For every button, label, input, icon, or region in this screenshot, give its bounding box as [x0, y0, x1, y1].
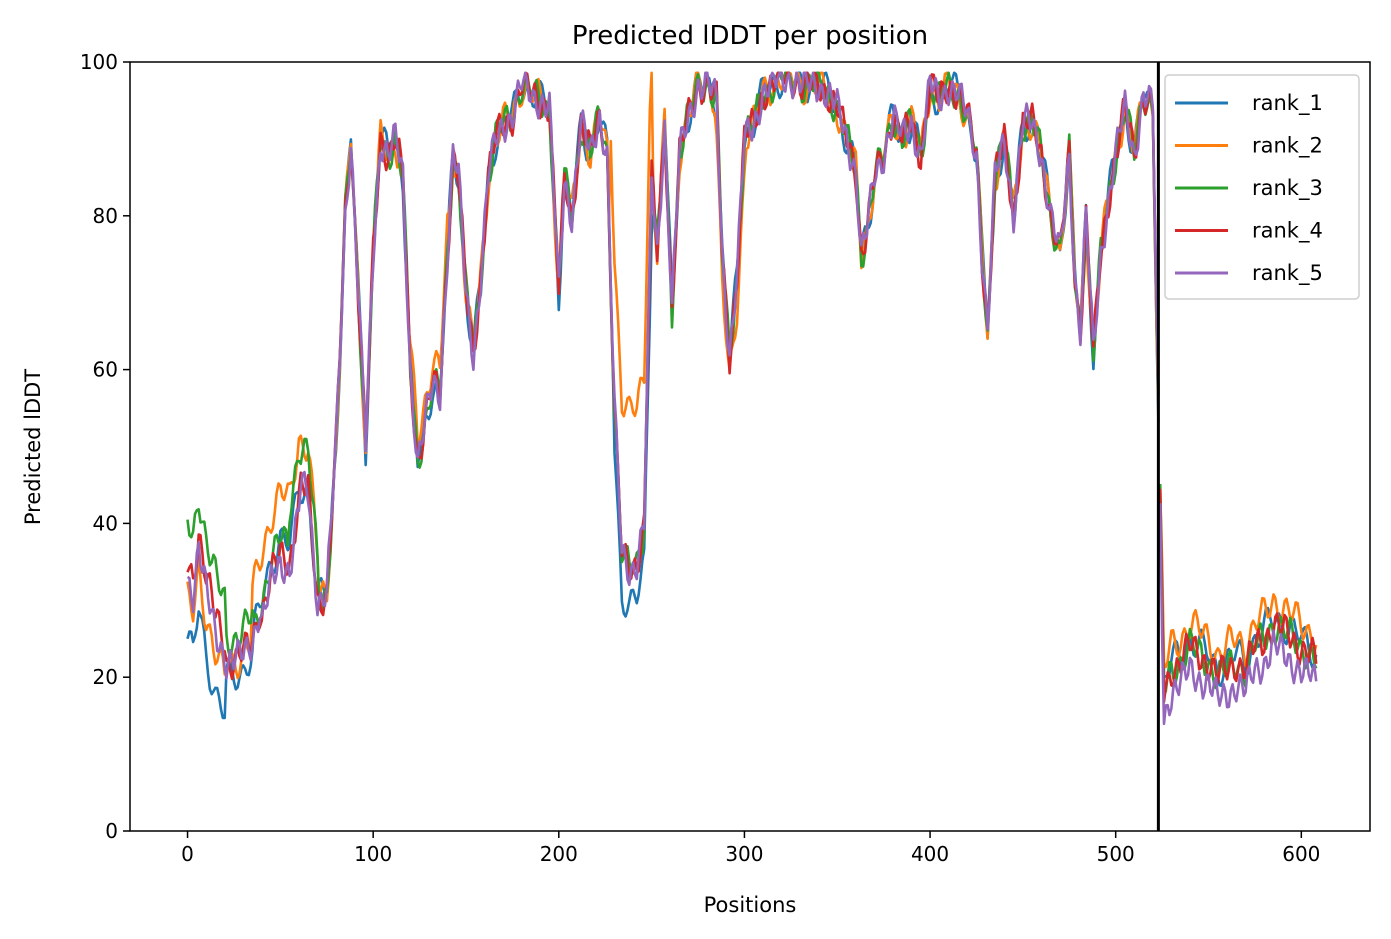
legend-label: rank_5 — [1252, 261, 1323, 286]
y-tick-label: 40 — [93, 511, 118, 535]
legend-label: rank_4 — [1252, 219, 1323, 244]
y-tick-label: 60 — [93, 358, 118, 382]
x-tick-label: 500 — [1097, 842, 1135, 866]
legend-label: rank_3 — [1252, 176, 1323, 201]
y-tick-label: 0 — [105, 819, 118, 843]
legend-label: rank_2 — [1252, 134, 1323, 159]
x-tick-label: 600 — [1282, 842, 1320, 866]
plot-frame — [129, 61, 1371, 832]
x-tick-label: 300 — [725, 842, 763, 866]
series-lines — [186, 71, 1318, 726]
y-axis-label: Predicted lDDT — [21, 369, 45, 525]
y-tick-label: 100 — [80, 50, 118, 74]
legend-box — [1164, 74, 1360, 300]
x-tick-label: 400 — [911, 842, 949, 866]
y-ticks: 0 20 40 60 80 100 — [80, 50, 130, 843]
chart-title: Predicted lDDT per position — [572, 21, 928, 51]
x-axis-label: Positions — [704, 893, 797, 917]
x-tick-label: 0 — [181, 842, 194, 866]
x-tick-label: 100 — [354, 842, 392, 866]
x-ticks: 0 100 200 300 400 500 600 — [181, 831, 1320, 866]
series-line-rank-5 — [186, 71, 1318, 726]
x-tick-label: 200 — [540, 842, 578, 866]
y-tick-label: 20 — [93, 665, 118, 689]
legend-label: rank_1 — [1252, 91, 1323, 116]
y-tick-label: 80 — [93, 204, 118, 228]
legend: rank_1 rank_2 rank_3 rank_4 rank_5 — [1164, 74, 1360, 300]
